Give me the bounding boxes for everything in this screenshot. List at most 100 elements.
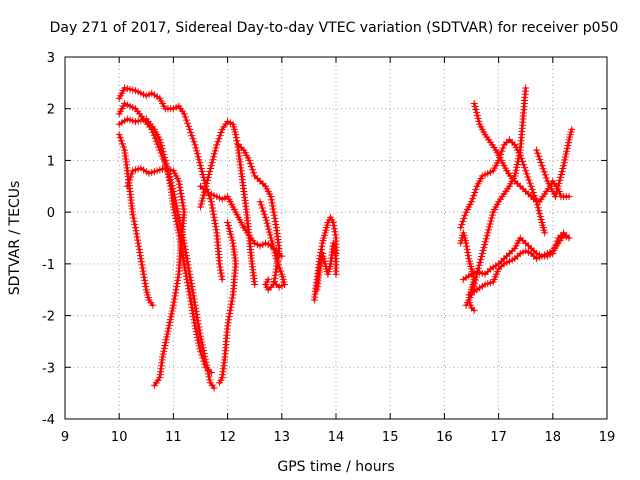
data-point-plus-marker [181,263,189,271]
y-axis-label: SDTVAR / TECUs [7,181,23,296]
data-point-plus-marker [560,159,568,167]
data-point-plus-marker [481,241,489,249]
data-point-plus-marker [207,162,215,170]
data-point-plus-marker [270,211,278,219]
data-point-plus-marker [195,156,203,164]
data-point-plus-marker [168,310,176,318]
y-tick-label: -1 [42,258,55,273]
data-point-plus-marker [212,226,220,234]
x-tick-label: 16 [436,430,453,445]
data-point-plus-marker [173,280,181,288]
data-point-plus-marker [260,210,268,218]
data-point-plus-marker [215,260,223,268]
data-point-plus-marker [190,138,198,146]
data-point-plus-marker [227,230,235,238]
data-point-plus-marker [169,203,177,211]
data-point-plus-marker [267,193,275,201]
x-tick-label: 10 [111,430,128,445]
series-trace [117,133,155,307]
data-point-plus-marker [214,138,222,146]
data-point-plus-marker [537,216,545,224]
data-point-plus-marker [526,179,534,187]
data-point-plus-marker [472,105,480,113]
data-point-plus-marker [171,209,179,217]
data-point-plus-marker [161,341,169,349]
data-point-plus-marker [475,261,483,269]
data-point-plus-marker [256,198,264,206]
data-point-plus-marker [212,223,220,231]
data-point-plus-marker [172,289,180,297]
data-point-plus-marker [524,173,532,181]
data-point-plus-marker [245,156,253,164]
data-point-plus-marker [203,176,211,184]
data-point-plus-marker [174,226,182,234]
data-point-plus-marker [560,162,568,170]
data-point-plus-marker [208,201,216,209]
data-point-plus-marker [535,152,543,160]
data-point-plus-marker [206,168,214,176]
data-point-plus-marker [140,270,148,278]
data-point-plus-marker [565,193,573,201]
data-point-plus-marker [533,198,541,206]
data-point-plus-marker [497,150,505,158]
data-point-plus-marker [329,239,337,247]
data-point-plus-marker [536,155,544,163]
data-point-plus-marker [561,153,569,161]
data-point-plus-marker [468,198,475,206]
data-point-plus-marker [538,162,546,170]
data-point-plus-marker [478,250,486,258]
y-tick-label: 3 [47,51,55,66]
data-point-plus-marker [207,368,215,376]
data-point-plus-marker [187,300,195,308]
data-point-plus-marker [476,258,484,266]
data-point-plus-marker [183,275,191,283]
data-point-plus-marker [457,224,465,232]
data-point-plus-marker [211,216,219,224]
data-point-plus-marker [189,313,197,321]
data-point-plus-marker [552,240,560,248]
data-point-plus-marker [536,213,544,221]
data-point-plus-marker [263,219,271,227]
series-arc-d [115,131,157,309]
data-point-plus-marker [188,132,196,140]
data-point-plus-marker [488,214,496,222]
data-point-plus-marker [152,137,160,145]
data-point-plus-marker [316,262,324,270]
data-point-plus-marker [208,204,216,212]
data-point-plus-marker [557,173,565,181]
data-point-plus-marker [331,248,339,256]
data-point-plus-marker [525,176,533,184]
data-point-plus-marker [150,381,158,389]
data-point-plus-marker [134,236,142,244]
data-point-plus-marker [139,267,147,275]
data-point-plus-marker [271,214,279,222]
data-point-plus-marker [180,257,188,265]
x-tick-label: 18 [545,430,562,445]
data-point-plus-marker [165,174,173,182]
data-point-plus-marker [191,322,199,330]
data-point-plus-marker [163,330,171,338]
data-point-plus-marker [180,205,188,213]
data-point-plus-marker [527,182,535,190]
data-point-plus-marker [139,264,147,272]
data-point-plus-marker [463,242,471,250]
data-point-plus-marker [160,153,168,161]
data-point-plus-marker [199,194,207,202]
data-point-plus-marker [185,285,193,293]
data-point-plus-marker [159,350,167,358]
data-point-plus-marker [216,263,224,271]
data-point-plus-marker [215,379,223,387]
data-point-plus-marker [265,225,273,233]
series-arc-f [197,118,259,289]
data-point-plus-marker [210,150,218,158]
series-arc-n [457,136,549,237]
data-point-plus-marker [268,199,276,207]
data-point-plus-marker [514,155,522,163]
data-point-plus-marker [224,319,232,327]
data-point-plus-marker [182,116,190,124]
data-point-plus-marker [331,228,339,236]
data-point-plus-marker [541,171,549,179]
data-point-plus-marker [264,222,272,230]
data-point-plus-marker [197,165,205,173]
data-point-plus-marker [188,303,196,311]
